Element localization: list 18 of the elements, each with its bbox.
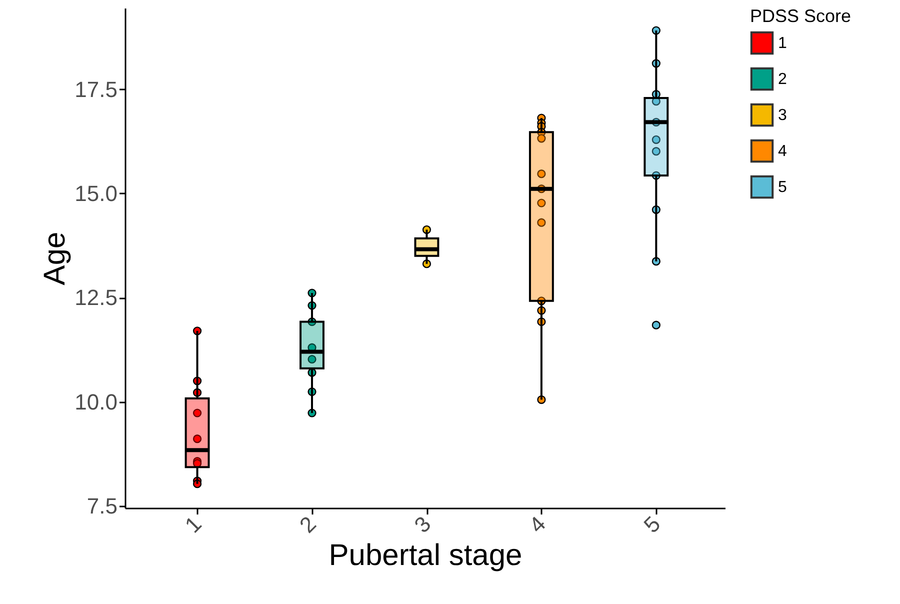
x-tick-label: 5	[638, 511, 666, 538]
y-tick-label: 10.0	[74, 389, 118, 414]
legend-label: 5	[778, 179, 787, 196]
y-tick-label: 7.5	[86, 493, 118, 518]
legend-label: 1	[778, 35, 787, 52]
x-tick-label: 4	[524, 511, 550, 538]
y-tick-label: 15.0	[74, 180, 118, 206]
y-tick-label: 17.5	[74, 76, 118, 102]
x-tick-label: 3	[409, 511, 436, 538]
x-tick-label: 2	[294, 511, 321, 538]
legend-label: 3	[778, 107, 787, 124]
x-axis-title: Pubertal stage	[328, 538, 522, 572]
x-tick-label: 1	[180, 511, 206, 538]
y-axis-title: Age	[38, 232, 72, 286]
legend-label: 2	[778, 71, 787, 88]
legend-label: 4	[778, 143, 787, 160]
legend-title: PDSS Score	[750, 6, 852, 26]
y-tick-label: 12.5	[74, 285, 118, 310]
